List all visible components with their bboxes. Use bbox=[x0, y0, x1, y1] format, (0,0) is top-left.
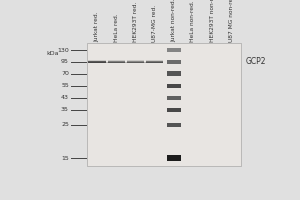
Bar bbox=[167, 60, 181, 64]
Text: U87 MG non-red.: U87 MG non-red. bbox=[229, 0, 234, 42]
Bar bbox=[127, 62, 144, 63]
Text: HeLa red.: HeLa red. bbox=[114, 13, 119, 42]
Bar bbox=[108, 60, 125, 61]
Text: U87-MG red.: U87-MG red. bbox=[152, 5, 157, 42]
Text: Jurkat non-red.: Jurkat non-red. bbox=[171, 0, 176, 42]
Bar bbox=[167, 108, 181, 112]
Text: 35: 35 bbox=[61, 107, 69, 112]
Bar bbox=[167, 84, 181, 88]
Text: Jurkat red.: Jurkat red. bbox=[94, 11, 100, 42]
Text: 95: 95 bbox=[61, 59, 69, 64]
Bar bbox=[108, 61, 125, 63]
Bar bbox=[127, 60, 144, 61]
Bar bbox=[167, 48, 181, 52]
Text: 15: 15 bbox=[61, 156, 69, 161]
Bar bbox=[108, 62, 125, 63]
Text: 55: 55 bbox=[61, 83, 69, 88]
Bar bbox=[167, 123, 181, 127]
Bar bbox=[167, 155, 181, 161]
Text: HeLa non-red.: HeLa non-red. bbox=[190, 0, 196, 42]
Bar bbox=[167, 96, 181, 100]
Bar bbox=[88, 60, 106, 61]
Bar bbox=[127, 61, 144, 63]
Bar bbox=[146, 60, 163, 61]
Text: 43: 43 bbox=[61, 95, 69, 100]
Text: 70: 70 bbox=[61, 71, 69, 76]
Text: 130: 130 bbox=[57, 48, 69, 53]
Text: HEK293T red.: HEK293T red. bbox=[133, 1, 138, 42]
Text: 25: 25 bbox=[61, 122, 69, 127]
Text: GCP2: GCP2 bbox=[246, 57, 266, 66]
Bar bbox=[88, 61, 106, 63]
Text: HEK293T non-red.: HEK293T non-red. bbox=[210, 0, 215, 42]
Bar bbox=[88, 62, 106, 63]
Bar bbox=[146, 61, 163, 63]
Text: kDa: kDa bbox=[46, 51, 59, 56]
Bar bbox=[146, 62, 163, 63]
Bar bbox=[88, 43, 241, 166]
Bar bbox=[167, 71, 181, 76]
